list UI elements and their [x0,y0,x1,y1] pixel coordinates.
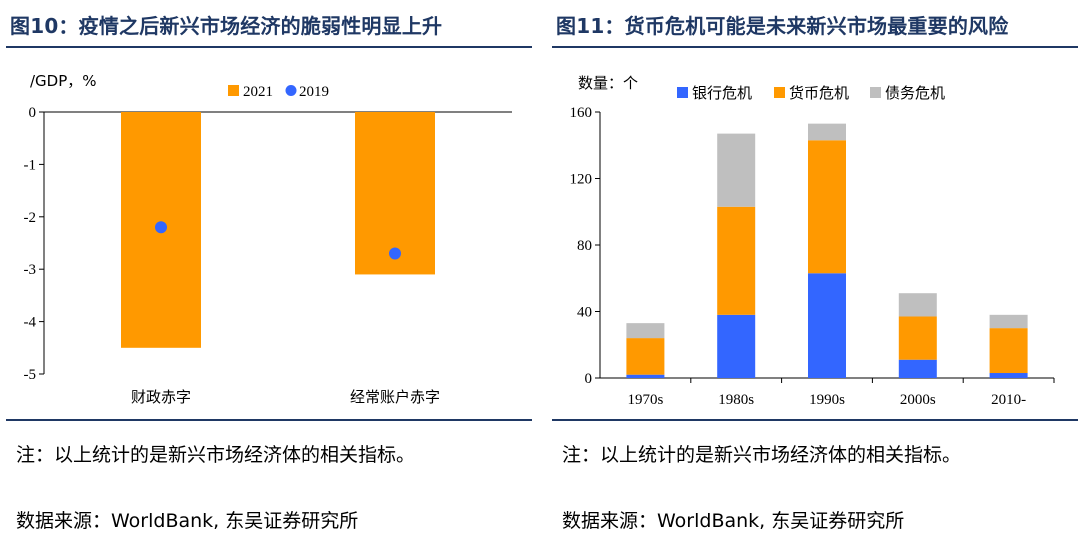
legend-label: 银行危机 [692,84,752,102]
legend-2019-marker [285,85,297,96]
x-category-label: 财政赤字 [131,388,191,406]
x-category-label: 经常账户赤字 [350,388,440,406]
x-category-label: 1980s [718,392,754,408]
stacked-bar-segment [989,314,1028,329]
title-rule [6,46,532,48]
point-2019 [155,221,167,234]
chart-panel-crisis: 图11：货币危机可能是未来新兴市场最重要的风险 数量：个银行危机 货币危机 债务危机… [552,0,1078,544]
y-tick-label: -1 [24,157,37,173]
legend-label: 货币危机 [789,84,849,102]
y-tick-label: 120 [570,172,593,188]
chart-panel-fiscal: 图10：疫情之后新兴市场经济的脆弱性明显上升 /GDP，% 2021 2019 0 -1… [6,0,532,544]
y-tick-label: 40 [577,305,592,321]
legend-label: 债务危机 [885,84,945,102]
stacked-bar-segment [898,359,937,378]
stacked-bar-segment [808,273,846,378]
y-tick-label: 0 [585,371,593,387]
stacked-bar-segment [898,293,937,317]
legend-2019-label: 2019 [299,84,329,100]
legend-2021-label: 2021 [243,84,273,100]
stacked-bar-segment [626,338,665,375]
y-tick-label: 80 [577,238,592,254]
bar-2021 [355,112,435,275]
legend-swatch [677,87,688,98]
bottom-rule [552,419,1078,421]
chart-title: 图11：货币危机可能是未来新兴市场最重要的风险 [556,14,1009,38]
legend-2021-swatch [228,85,239,96]
point-2019 [389,247,401,260]
y-tick-label: -2 [24,210,37,226]
stacked-bar-segment [989,328,1028,374]
stacked-bar-segment [989,373,1028,378]
chart-source: 数据来源：WorldBank, 东吴证券研究所 [16,510,359,532]
y-tick-label: -4 [24,315,37,331]
stacked-bar-segment [626,323,665,339]
stacked-bar-segment [717,133,756,207]
bottom-rule [6,419,532,421]
legend-swatch [870,87,881,98]
stacked-bar-segment [808,123,846,141]
fiscal-chart: /GDP，% 2021 2019 0 -1 -2 -3 -4 -5 财政赤字 经常账户赤字 [24,72,512,406]
chart-note: 注：以上统计的是新兴市场经济体的相关指标。 [16,444,416,466]
y-tick-label: -5 [24,367,37,383]
stacked-bar-segment [898,316,937,360]
legend-swatch [774,87,785,98]
stacked-bar-segment [626,374,665,378]
x-category-label: 1990s [809,392,845,408]
y-axis-unit-label: /GDP，% [30,72,97,90]
chart-note: 注：以上统计的是新兴市场经济体的相关指标。 [562,444,962,466]
chart-source: 数据来源：WorldBank, 东吴证券研究所 [562,510,905,532]
y-tick-label: 160 [570,105,593,121]
title-rule [552,46,1078,48]
y-tick-label: 0 [29,105,37,121]
stacked-bar-segment [717,206,756,315]
stacked-bar-segment [808,140,846,274]
x-category-label: 1970s [627,392,663,408]
chart-title: 图10：疫情之后新兴市场经济的脆弱性明显上升 [10,14,443,38]
x-category-label: 2010- [991,392,1026,408]
stacked-bar-segment [717,314,756,378]
x-category-label: 2000s [900,392,936,408]
y-tick-label: -3 [24,262,37,278]
y-axis-unit-label: 数量：个 [578,74,638,92]
